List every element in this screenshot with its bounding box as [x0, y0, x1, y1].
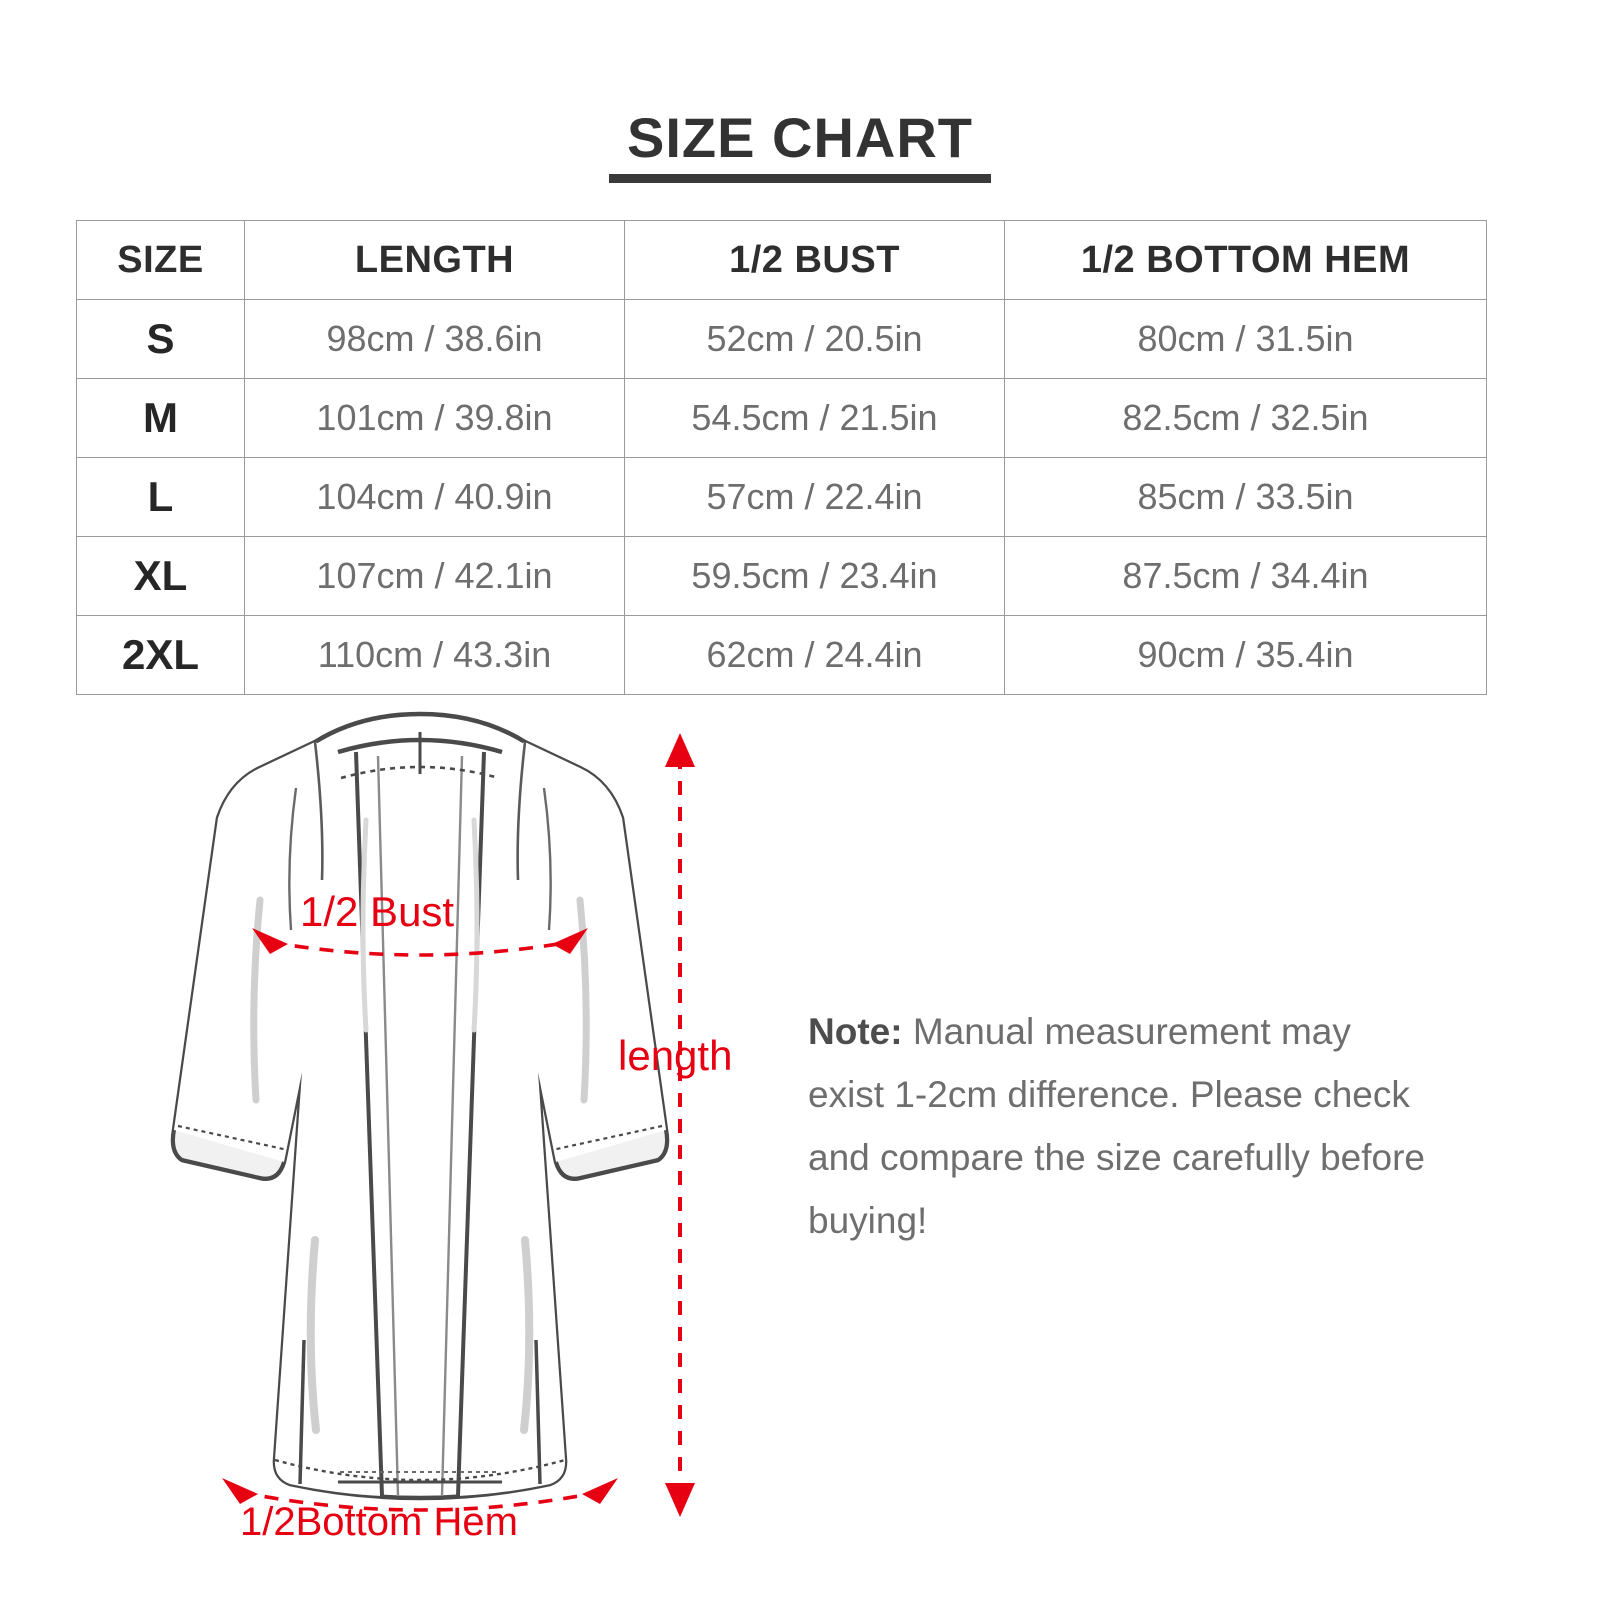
drape-line-left-placket [360, 817, 369, 1033]
cell-hem: 90cm / 35.4in [1004, 615, 1487, 695]
cardigan-illustration [170, 711, 670, 1512]
table-header-row: SIZE LENGTH 1/2 BUST 1/2 BOTTOM HEM [76, 220, 1487, 300]
cell-size: L [76, 457, 245, 537]
length-arrow-bottom [665, 1483, 695, 1517]
column-header-length: LENGTH [244, 220, 625, 300]
size-chart-table: SIZE LENGTH 1/2 BUST 1/2 BOTTOM HEM S 98… [76, 220, 1487, 695]
bust-annotation-label: 1/2 Bust [300, 888, 455, 935]
left-front-panel [173, 742, 382, 1496]
cell-hem: 87.5cm / 34.4in [1004, 536, 1487, 616]
cell-length: 110cm / 43.3in [244, 615, 625, 695]
column-header-bust: 1/2 BUST [624, 220, 1005, 300]
column-header-size: SIZE [76, 220, 245, 300]
table-row: M 101cm / 39.8in 54.5cm / 21.5in 82.5cm … [76, 378, 1487, 458]
table-row: S 98cm / 38.6in 52cm / 20.5in 80cm / 31.… [76, 299, 1487, 379]
cell-hem: 85cm / 33.5in [1004, 457, 1487, 537]
collar-stitching [340, 765, 500, 780]
left-placket-inner-edge [376, 755, 400, 1497]
left-armhole-seam [288, 787, 298, 931]
table-row: 2XL 110cm / 43.3in 62cm / 24.4in 90cm / … [76, 615, 1487, 695]
bottom-hem-annotation-label: 1/2Bottom Hem [240, 1500, 518, 1544]
cell-hem: 80cm / 31.5in [1004, 299, 1487, 379]
right-shoulder-seam [516, 741, 527, 881]
note-label: Note: [808, 1011, 903, 1052]
bust-arrow-right [552, 928, 588, 954]
left-placket-outer-edge [354, 751, 384, 1497]
table-row: L 104cm / 40.9in 57cm / 22.4in 85cm / 33… [76, 457, 1487, 537]
cell-size: S [76, 299, 245, 379]
length-arrow-top [665, 733, 695, 767]
cell-size: XL [76, 536, 245, 616]
drape-line-left-body [306, 1236, 320, 1434]
cell-hem: 82.5cm / 32.5in [1004, 378, 1487, 458]
right-side-slit [534, 1339, 542, 1485]
bottom-hem-arrow-left [222, 1478, 258, 1504]
right-cuff [554, 1129, 669, 1181]
column-header-hem: 1/2 BOTTOM HEM [1004, 220, 1487, 300]
cell-bust: 52cm / 20.5in [624, 299, 1005, 379]
cell-bust: 59.5cm / 23.4in [624, 536, 1005, 616]
bottom-hem-measure-line [239, 1490, 601, 1512]
bust-arrow-left [252, 928, 288, 954]
page-title: SIZE CHART [627, 106, 973, 169]
cell-size: M [76, 378, 245, 458]
drape-line-right-body [520, 1236, 534, 1434]
left-cuff-stitching [177, 1124, 289, 1152]
drape-line-left-sleeve [250, 896, 264, 1104]
cell-length: 104cm / 40.9in [244, 457, 625, 537]
note-block: Note: Manual measurement may exist 1-2cm… [808, 1000, 1428, 1252]
left-side-slit [298, 1339, 306, 1485]
cell-bust: 62cm / 24.4in [624, 615, 1005, 695]
cell-size: 2XL [76, 615, 245, 695]
right-placket-inner-edge [440, 755, 464, 1497]
note-text: Manual measurement may exist 1-2cm diffe… [808, 1011, 1426, 1241]
bust-measure-line [269, 940, 571, 957]
bottom-hem-arrow-right [582, 1478, 618, 1504]
cell-length: 107cm / 42.1in [244, 536, 625, 616]
right-placket-outer-edge [456, 751, 486, 1497]
left-shoulder-seam [313, 741, 324, 881]
cell-length: 101cm / 39.8in [244, 378, 625, 458]
cell-bust: 57cm / 22.4in [624, 457, 1005, 537]
right-cuff-stitching [551, 1124, 663, 1152]
table-row: XL 107cm / 42.1in 59.5cm / 23.4in 87.5cm… [76, 536, 1487, 616]
measurement-diagram: 1/2 Bust length 1/2Bottom Hem [0, 700, 1600, 1600]
right-front-panel [458, 742, 667, 1496]
title-block: SIZE CHART [0, 108, 1600, 183]
cell-length: 98cm / 38.6in [244, 299, 625, 379]
left-cuff [171, 1129, 286, 1181]
length-measure-arrow [665, 733, 695, 1517]
drape-line-right-placket [471, 817, 480, 1033]
title-underline [609, 174, 991, 183]
right-armhole-seam [542, 787, 552, 931]
length-annotation-label: length [618, 1032, 733, 1079]
drape-line-right-sleeve [576, 896, 590, 1104]
cell-bust: 54.5cm / 21.5in [624, 378, 1005, 458]
bottom-hem-stitching [274, 1458, 566, 1482]
